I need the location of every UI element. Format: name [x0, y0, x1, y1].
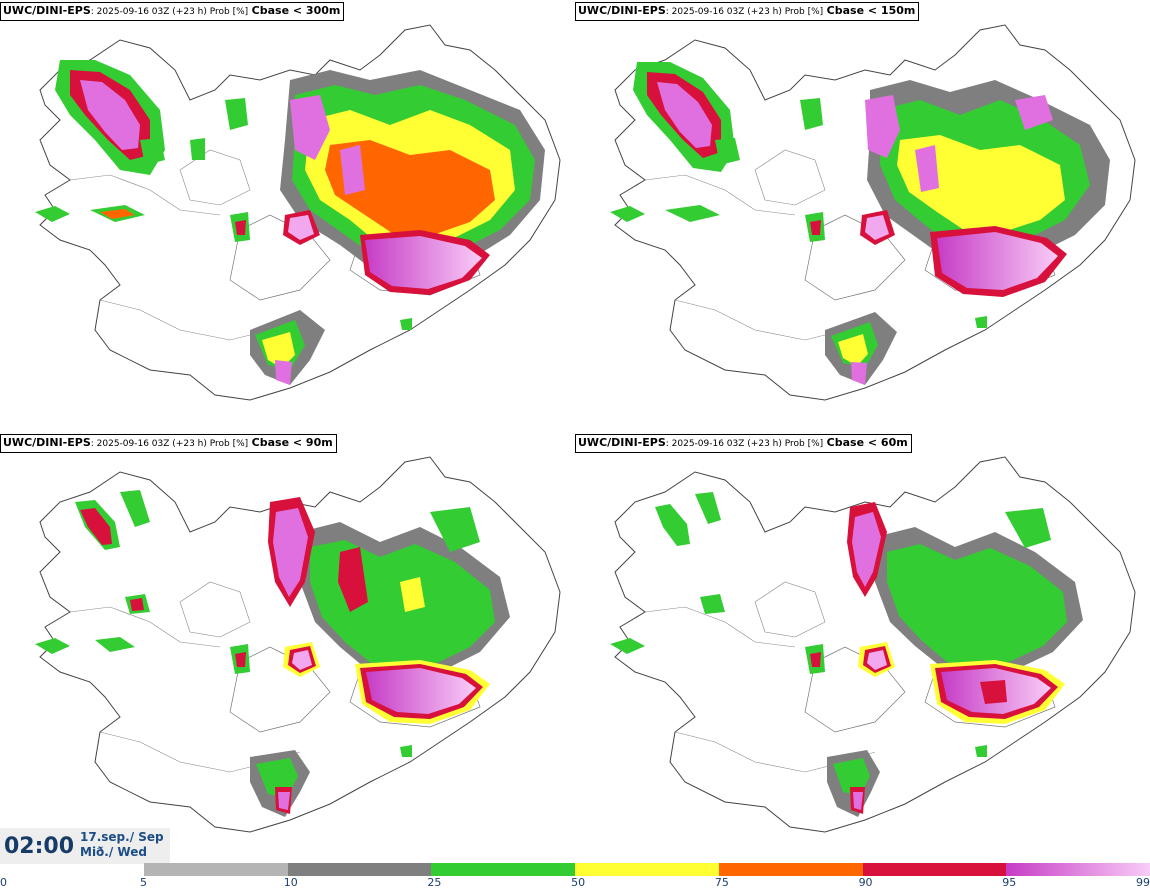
probability-field [35, 490, 510, 817]
colorbar-tick-label: 50 [571, 876, 586, 889]
run-info: : 2025-09-16 03Z (+23 h) Prob [%] [90, 439, 249, 449]
model-name: UWC/DINI-EPS [578, 4, 666, 17]
panel-title: UWC/DINI-EPS: 2025-09-16 03Z (+23 h) Pro… [575, 2, 920, 21]
colorbar-segment [718, 863, 864, 876]
valid-date: 17.sep./ Sep Mið./ Wed [80, 830, 164, 860]
panel-title: UWC/DINI-EPS: 2025-09-16 03Z (+23 h) Pro… [0, 2, 345, 21]
valid-time-clock: 02:00 [4, 834, 75, 859]
colorbar-segment [1006, 863, 1150, 876]
probability-field [610, 492, 1083, 817]
valid-date-weekday: Mið./ Wed [80, 845, 147, 859]
colorbar-tick-label: 10 [283, 876, 298, 889]
colorbar [144, 863, 1150, 876]
colorbar-tick-label: 95 [1002, 876, 1017, 889]
colorbar-segment [575, 863, 720, 876]
model-name: UWC/DINI-EPS [3, 4, 91, 17]
colorbar-segment [431, 863, 576, 876]
map-panel-cbase-60: UWC/DINI-EPS: 2025-09-16 03Z (+23 h) Pro… [575, 432, 1150, 862]
run-info: : 2025-09-16 03Z (+23 h) Prob [%] [665, 7, 824, 17]
probability-map [35, 456, 561, 833]
colorbar-segment [287, 863, 432, 876]
map-panel-cbase-90: UWC/DINI-EPS: 2025-09-16 03Z (+23 h) Pro… [0, 432, 575, 862]
colorbar-tick-label: 0 [0, 876, 7, 889]
model-name: UWC/DINI-EPS [578, 436, 666, 449]
map-panel-cbase-300: UWC/DINI-EPS: 2025-09-16 03Z (+23 h) Pro… [0, 0, 575, 430]
threshold-label: Cbase < 150m [826, 4, 916, 17]
colorbar-tick-label: 5 [140, 876, 147, 889]
colorbar-tick-label: 99 [1136, 876, 1150, 889]
run-info: : 2025-09-16 03Z (+23 h) Prob [%] [665, 439, 824, 449]
panel-title: UWC/DINI-EPS: 2025-09-16 03Z (+23 h) Pro… [575, 434, 912, 453]
threshold-label: Cbase < 60m [826, 436, 908, 449]
probability-field [35, 60, 545, 385]
probability-map [35, 24, 561, 401]
colorbar-tick-label: 90 [858, 876, 873, 889]
colorbar-segment [862, 863, 1007, 876]
valid-date-day: 17.sep./ Sep [80, 830, 164, 844]
threshold-label: Cbase < 300m [251, 4, 341, 17]
colorbar-segment [144, 863, 289, 876]
valid-time-box: 02:00 17.sep./ Sep Mið./ Wed [0, 828, 170, 864]
panel-title: UWC/DINI-EPS: 2025-09-16 03Z (+23 h) Pro… [0, 434, 337, 453]
probability-map [610, 456, 1136, 833]
model-name: UWC/DINI-EPS [3, 436, 91, 449]
probability-map [610, 24, 1136, 401]
map-panel-cbase-150: UWC/DINI-EPS: 2025-09-16 03Z (+23 h) Pro… [575, 0, 1150, 430]
colorbar-tick-label: 75 [714, 876, 729, 889]
run-info: : 2025-09-16 03Z (+23 h) Prob [%] [90, 7, 249, 17]
colorbar-tick-label: 25 [427, 876, 442, 889]
probability-field [610, 62, 1110, 385]
threshold-label: Cbase < 90m [251, 436, 333, 449]
